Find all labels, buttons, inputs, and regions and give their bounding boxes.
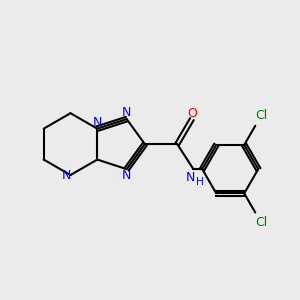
Text: N: N xyxy=(61,169,71,182)
Text: N: N xyxy=(122,169,131,182)
Text: Cl: Cl xyxy=(255,109,267,122)
Text: Cl: Cl xyxy=(255,216,267,229)
Text: N: N xyxy=(186,171,195,184)
Text: O: O xyxy=(187,107,197,120)
Text: N: N xyxy=(93,116,102,129)
Text: H: H xyxy=(196,176,204,187)
Text: N: N xyxy=(122,106,131,119)
